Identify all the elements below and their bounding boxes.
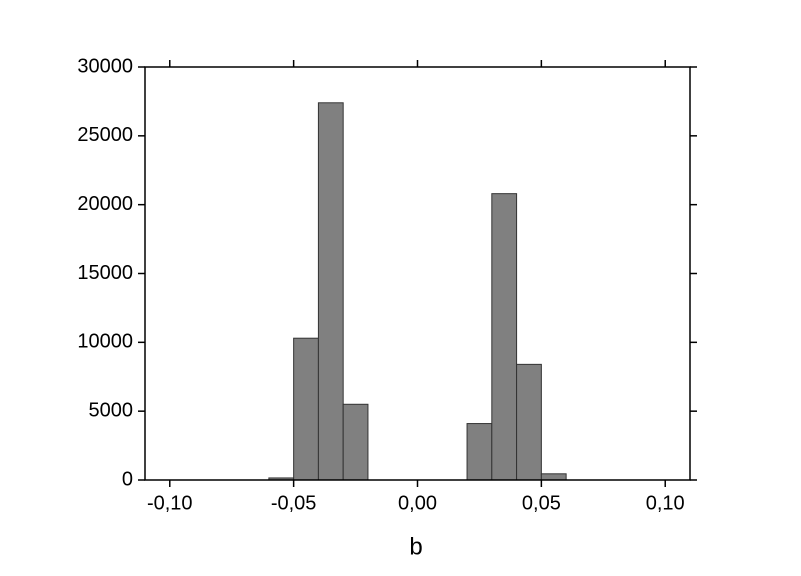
y-tick-label: 25000 <box>77 124 133 146</box>
bar <box>516 363 542 481</box>
bar <box>491 193 518 481</box>
y-tick-label: 15000 <box>77 262 133 284</box>
y-tick-label: 0 <box>122 468 133 490</box>
bar <box>466 423 493 481</box>
x-tick-label: -0,10 <box>147 492 193 514</box>
bar <box>293 337 319 481</box>
y-tick-label: 20000 <box>77 193 133 215</box>
bar <box>540 473 567 481</box>
x-tick-label: 0,10 <box>646 492 685 514</box>
y-tick-label: 5000 <box>89 399 134 421</box>
x-tick-label: -0,05 <box>271 492 317 514</box>
x-axis-title: b <box>409 533 422 560</box>
plot-frame <box>144 66 691 481</box>
y-tick-label: 10000 <box>77 331 133 353</box>
bar <box>342 403 369 481</box>
x-tick-label: 0,00 <box>398 492 437 514</box>
x-tick-label: 0,05 <box>522 492 561 514</box>
y-tick-label: 30000 <box>77 55 133 77</box>
bar <box>317 102 344 481</box>
